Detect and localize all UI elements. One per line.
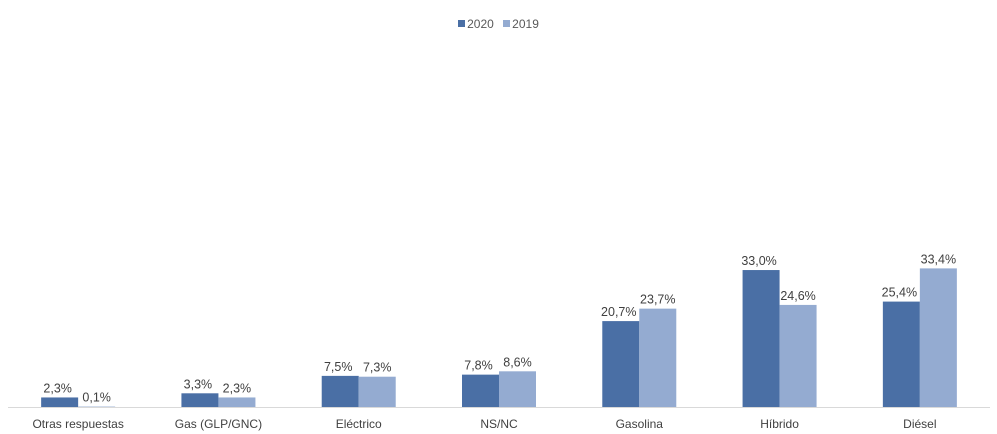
data-label-2019-0: 0,1% [82, 391, 111, 405]
data-label-2019-4: 23,7% [640, 293, 675, 307]
x-tick-label-1: Gas (GLP/GNC) [175, 417, 262, 431]
data-label-2020-2: 7,5% [324, 360, 353, 374]
legend-item-2020: 2020 [458, 17, 494, 31]
data-label-2020-6: 25,4% [882, 286, 917, 300]
legend-item-2019: 2019 [503, 17, 539, 31]
data-label-2019-1: 2,3% [223, 381, 252, 395]
bar-2020-1 [181, 393, 219, 407]
legend-label-2019: 2019 [512, 16, 539, 31]
legend-swatch-2020 [458, 20, 466, 27]
bar-2020-2 [321, 375, 359, 407]
bar-2020-4 [602, 321, 640, 407]
bar-2020-6 [882, 301, 920, 407]
legend: 2020 2019 [0, 16, 997, 31]
x-tick-label-5: Híbrido [760, 417, 799, 431]
bar-2019-4 [639, 308, 677, 407]
x-tick-label-3: NS/NC [480, 417, 518, 431]
bar-2020-0 [41, 397, 79, 407]
data-label-2019-3: 8,6% [503, 355, 532, 369]
bar-2019-5 [779, 304, 817, 407]
x-tick-label-0: Otras respuestas [32, 417, 123, 431]
legend-swatch-2019 [503, 20, 511, 27]
data-label-2019-2: 7,3% [363, 361, 392, 375]
data-label-2020-3: 7,8% [464, 359, 493, 373]
bar-2020-5 [742, 270, 780, 407]
data-label-2019-6: 33,4% [921, 252, 956, 266]
legend-label-2020: 2020 [467, 16, 494, 31]
data-label-2020-1: 3,3% [184, 377, 213, 391]
bar-2019-6 [919, 268, 957, 407]
bar-2019-2 [358, 376, 396, 407]
data-label-2019-5: 24,6% [780, 289, 815, 303]
bar-2019-3 [499, 371, 536, 407]
bar-2019-1 [218, 397, 256, 407]
data-label-2020-4: 20,7% [601, 305, 636, 319]
data-label-2020-0: 2,3% [43, 381, 72, 395]
bar-2020-3 [462, 374, 499, 407]
data-label-2020-5: 33,0% [741, 254, 776, 268]
x-tick-label-6: Diésel [903, 417, 936, 431]
x-tick-label-4: Gasolina [616, 417, 664, 431]
x-tick-label-2: Eléctrico [336, 417, 382, 431]
